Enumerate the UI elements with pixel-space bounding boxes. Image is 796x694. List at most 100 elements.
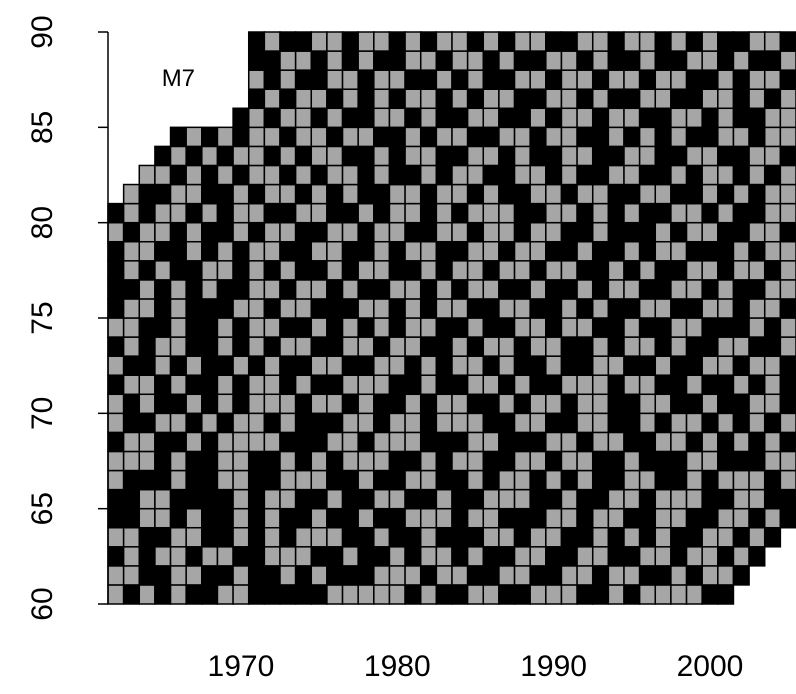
cell (357, 546, 375, 567)
cell (560, 202, 578, 224)
cell (513, 107, 531, 129)
cell (388, 450, 406, 472)
cell (451, 450, 469, 472)
cell (654, 183, 672, 205)
cell (247, 507, 266, 529)
cell (670, 221, 688, 243)
cell (341, 50, 359, 71)
cell (670, 164, 688, 186)
cell (185, 164, 203, 186)
cell (388, 526, 406, 548)
cell (263, 202, 281, 224)
cell (247, 469, 266, 491)
cell (482, 412, 500, 434)
cell (498, 374, 516, 396)
cell (294, 126, 313, 148)
cell (373, 507, 391, 529)
cell (748, 145, 766, 167)
cell (748, 412, 766, 434)
cell (638, 164, 657, 186)
cell (513, 183, 531, 205)
cell (513, 507, 531, 529)
cell (717, 355, 735, 376)
cell (107, 488, 125, 510)
cell (138, 336, 156, 357)
cell (545, 240, 563, 262)
cell (451, 183, 469, 205)
cell (560, 526, 578, 548)
cell (107, 431, 125, 453)
cell (388, 507, 406, 529)
cell (717, 584, 735, 605)
cell (294, 469, 313, 491)
cell (685, 31, 703, 52)
cell (419, 221, 438, 243)
cell (779, 31, 796, 52)
cell (247, 88, 266, 110)
cell (169, 565, 187, 586)
cell (545, 221, 563, 243)
cell (357, 412, 375, 434)
cell (279, 584, 297, 605)
cell (357, 469, 375, 491)
cell (466, 526, 485, 548)
cell (451, 279, 469, 300)
cell (466, 126, 485, 148)
cell (232, 469, 250, 491)
cell (154, 183, 172, 205)
cell (138, 469, 156, 491)
cell (310, 507, 328, 529)
cell (279, 317, 297, 338)
cell (576, 279, 594, 300)
cell (138, 412, 156, 434)
cell (451, 145, 469, 167)
cell (232, 546, 250, 567)
cell (154, 546, 172, 567)
cell (763, 469, 782, 491)
cell (138, 584, 156, 605)
cell (357, 450, 375, 472)
cell (138, 164, 156, 186)
cell (404, 202, 422, 224)
cell (232, 221, 250, 243)
cell (763, 240, 782, 262)
cell (466, 240, 485, 262)
cell (466, 317, 485, 338)
cell (560, 164, 578, 186)
axes: 60 65 70 75 80 85 90 1970 1980 1990 2000 M7 (26, 15, 743, 683)
cell (279, 221, 297, 243)
cell (623, 240, 641, 262)
cell (419, 126, 438, 148)
cell (201, 355, 219, 376)
cell (247, 355, 266, 376)
cell (294, 69, 313, 90)
cell (451, 202, 469, 224)
cell (310, 374, 328, 396)
cell (576, 412, 594, 434)
cell (326, 336, 344, 357)
cell (748, 221, 766, 243)
cell (466, 565, 485, 586)
cell (545, 145, 563, 167)
cell (138, 488, 156, 510)
cell (122, 507, 141, 529)
cell (185, 507, 203, 529)
cell (263, 546, 281, 567)
cell (591, 393, 610, 415)
cell (138, 355, 156, 376)
cell (310, 336, 328, 357)
cell (107, 469, 125, 491)
cell (654, 88, 672, 110)
cell (591, 69, 610, 90)
cell (419, 88, 438, 110)
cell (466, 298, 485, 319)
cell (701, 298, 719, 319)
cell (591, 183, 610, 205)
cell (576, 107, 594, 129)
cell (216, 260, 234, 281)
cell (779, 221, 796, 243)
cell (435, 88, 453, 110)
cell (357, 88, 375, 110)
cell (373, 279, 391, 300)
cell (670, 336, 688, 357)
